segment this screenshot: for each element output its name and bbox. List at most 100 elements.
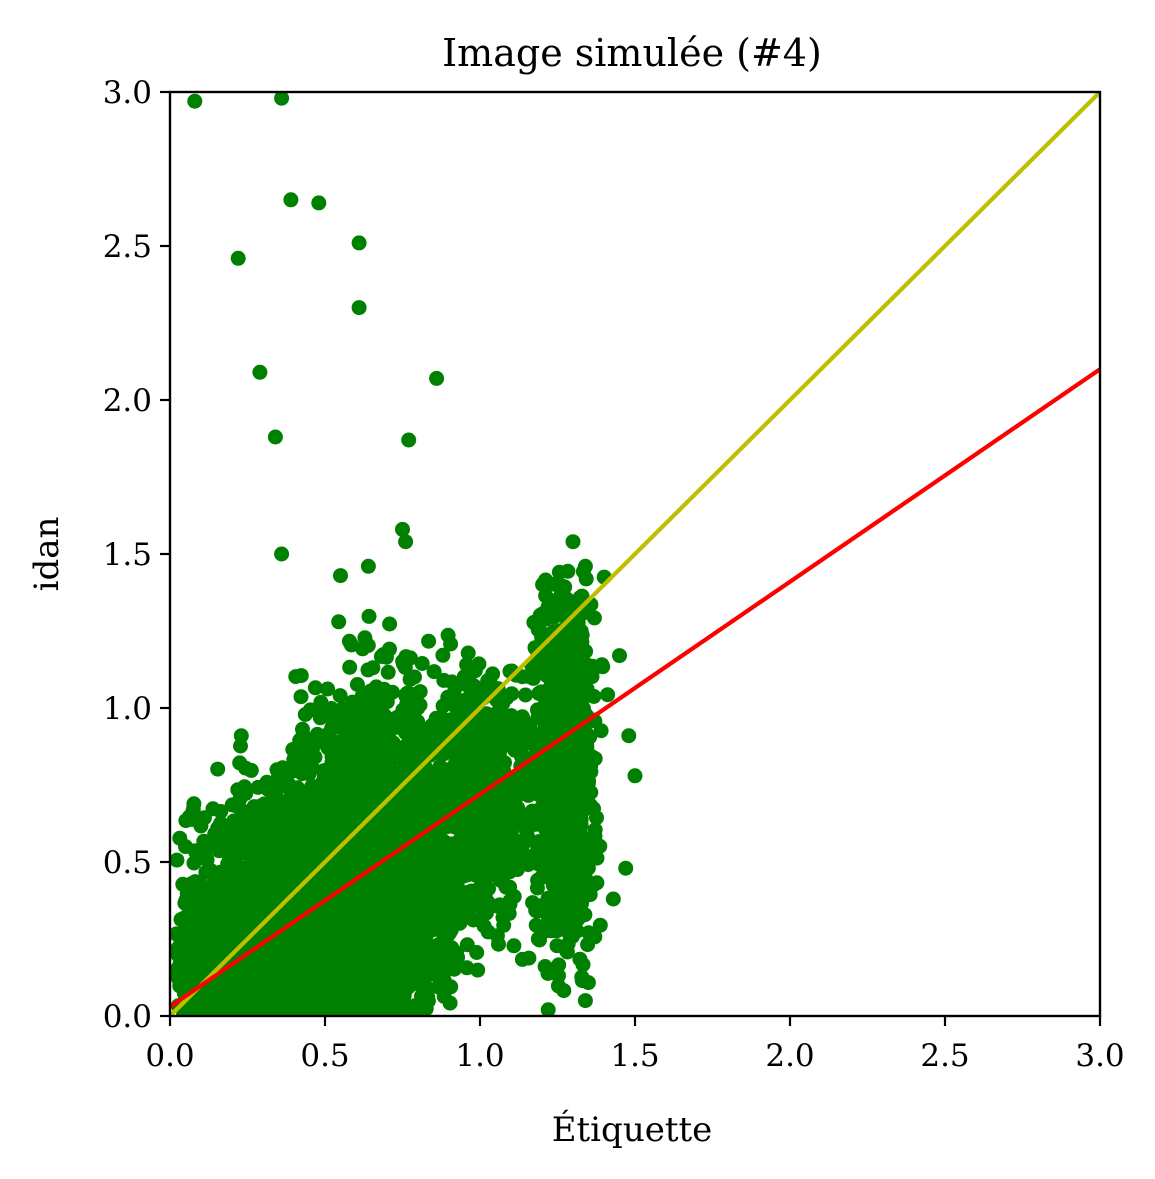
- data-point: [246, 874, 262, 890]
- data-point: [290, 833, 306, 849]
- data-point: [373, 744, 389, 759]
- data-point: [386, 810, 402, 826]
- data-point: [412, 684, 428, 700]
- data-point: [414, 656, 430, 671]
- data-point: [411, 849, 427, 865]
- data-point: [355, 965, 371, 981]
- data-point: [260, 857, 276, 873]
- data-point: [385, 892, 401, 908]
- data-point: [375, 828, 391, 844]
- data-point: [410, 976, 426, 992]
- data-point: [324, 748, 340, 764]
- data-point: [316, 917, 332, 933]
- data-point: [301, 760, 317, 776]
- data-point: [229, 856, 244, 872]
- data-point: [401, 948, 417, 964]
- data-point: [290, 800, 306, 816]
- data-point: [229, 816, 245, 832]
- data-point: [342, 955, 357, 970]
- data-point: [362, 989, 378, 1005]
- data-point: [328, 734, 344, 750]
- data-point: [417, 933, 433, 949]
- data-point: [271, 769, 286, 784]
- data-point: [294, 730, 310, 746]
- data-point: [327, 816, 343, 832]
- data-point: [229, 871, 245, 887]
- data-point: [402, 801, 418, 817]
- data-point: [411, 1005, 427, 1016]
- data-point: [170, 852, 185, 868]
- data-point: [397, 660, 413, 675]
- data-point: [302, 702, 318, 718]
- data-point: [293, 689, 309, 705]
- data-point: [375, 647, 391, 662]
- data-point: [344, 984, 360, 1000]
- data-point: [390, 959, 406, 975]
- data-point: [376, 681, 392, 697]
- data-point: [185, 802, 201, 818]
- data-point: [206, 884, 222, 900]
- data-point: [342, 659, 358, 675]
- data-point: [380, 664, 396, 680]
- data-point: [305, 985, 321, 1001]
- data-point: [351, 703, 367, 719]
- data-point: [386, 906, 402, 922]
- data-point: [331, 787, 346, 803]
- data-point: [299, 787, 315, 802]
- chart-title: Image simulée (#4): [442, 31, 822, 75]
- data-point: [298, 962, 314, 978]
- data-point: [312, 810, 328, 826]
- data-point: [320, 681, 336, 697]
- data-point: [324, 1000, 340, 1016]
- data-point: [210, 761, 226, 777]
- data-point: [186, 855, 202, 871]
- data-point: [415, 790, 431, 806]
- data-point: [401, 901, 417, 917]
- data-point: [382, 616, 398, 632]
- data-point: [421, 732, 437, 748]
- data-point: [385, 735, 401, 751]
- data-point: [390, 927, 406, 943]
- data-point: [266, 817, 282, 833]
- data-point: [371, 946, 387, 962]
- data-point: [360, 637, 376, 653]
- data-point: [212, 818, 228, 833]
- data-point: [403, 736, 419, 752]
- data-point: [351, 894, 367, 910]
- data-point: [312, 734, 328, 750]
- data-point: [423, 960, 439, 976]
- data-point: [362, 772, 378, 788]
- plot-area: [170, 92, 1100, 1016]
- data-point: [353, 755, 369, 771]
- data-point: [442, 995, 458, 1011]
- data-point: [331, 614, 347, 630]
- data-point: [399, 696, 415, 712]
- data-point: [293, 668, 309, 684]
- data-point: [250, 779, 266, 795]
- data-point: [343, 637, 359, 653]
- data-point: [358, 789, 373, 805]
- data-point: [241, 813, 257, 829]
- data-point: [200, 839, 216, 855]
- data-point: [397, 760, 413, 776]
- data-point: [351, 740, 367, 756]
- data-point: [397, 722, 413, 738]
- data-points: [170, 92, 643, 1016]
- data-point: [276, 860, 292, 876]
- data-point: [237, 779, 252, 795]
- data-point: [243, 762, 259, 778]
- data-point: [365, 660, 381, 676]
- data-point: [265, 786, 281, 802]
- data-point: [307, 680, 323, 696]
- data-point: [421, 633, 437, 649]
- data-point: [283, 759, 299, 775]
- data-point: [323, 773, 339, 789]
- data-point: [332, 688, 348, 704]
- data-point: [337, 913, 352, 928]
- data-point: [328, 719, 344, 735]
- data-point: [252, 844, 268, 860]
- data-point: [349, 677, 365, 692]
- data-point: [362, 913, 378, 929]
- data-point: [324, 938, 340, 953]
- data-point: [250, 831, 265, 847]
